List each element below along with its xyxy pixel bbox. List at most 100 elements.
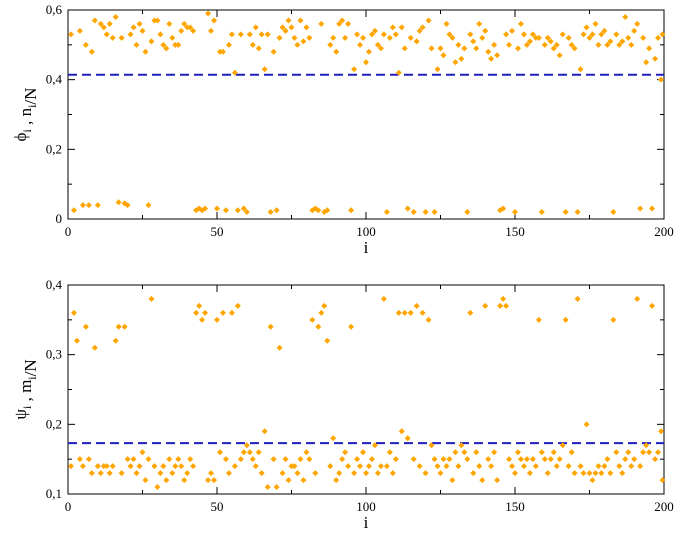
data-point bbox=[261, 428, 268, 435]
data-point bbox=[380, 295, 387, 302]
data-point bbox=[103, 463, 110, 470]
data-point bbox=[136, 463, 143, 470]
data-point bbox=[76, 27, 83, 34]
data-point bbox=[503, 302, 510, 309]
data-point bbox=[243, 209, 250, 216]
data-point bbox=[380, 31, 387, 38]
x-tick-label: 50 bbox=[211, 499, 224, 514]
data-point bbox=[646, 45, 653, 52]
data-point bbox=[70, 207, 77, 214]
data-point bbox=[100, 24, 107, 31]
data-point bbox=[425, 316, 432, 323]
plot-frame bbox=[67, 9, 665, 220]
data-point bbox=[249, 41, 256, 48]
data-point bbox=[136, 20, 143, 27]
x-tick-label: 100 bbox=[356, 224, 376, 239]
data-point bbox=[130, 24, 137, 31]
data-point bbox=[440, 52, 447, 59]
data-point bbox=[383, 463, 390, 470]
data-point bbox=[345, 463, 352, 470]
data-point bbox=[598, 470, 605, 477]
data-point bbox=[488, 463, 495, 470]
data-point bbox=[464, 456, 471, 463]
data-point bbox=[148, 295, 155, 302]
data-point bbox=[601, 463, 608, 470]
data-point bbox=[619, 38, 626, 45]
data-point bbox=[219, 48, 226, 55]
data-point bbox=[395, 69, 402, 76]
x-tick-label: 150 bbox=[505, 224, 525, 239]
data-point bbox=[565, 463, 572, 470]
y-tick-label: 0,4 bbox=[46, 277, 63, 292]
x-tick-label: 150 bbox=[505, 499, 525, 514]
data-point bbox=[449, 34, 456, 41]
data-point bbox=[112, 337, 119, 344]
data-point bbox=[306, 34, 313, 41]
data-point bbox=[348, 323, 355, 330]
data-point bbox=[479, 34, 486, 41]
data-point bbox=[139, 449, 146, 456]
data-point bbox=[589, 31, 596, 38]
data-point bbox=[583, 421, 590, 428]
data-point bbox=[243, 442, 250, 449]
data-point bbox=[604, 456, 611, 463]
data-point bbox=[520, 463, 527, 470]
data-point bbox=[67, 31, 74, 38]
data-point bbox=[607, 38, 614, 45]
data-point bbox=[318, 309, 325, 316]
x-axis-label: i bbox=[364, 238, 369, 257]
data-point bbox=[267, 323, 274, 330]
data-point bbox=[473, 45, 480, 52]
data-point bbox=[252, 24, 259, 31]
data-point bbox=[336, 470, 343, 477]
data-point bbox=[503, 31, 510, 38]
data-point bbox=[398, 428, 405, 435]
data-point bbox=[592, 20, 599, 27]
data-point bbox=[297, 456, 304, 463]
data-point bbox=[246, 31, 253, 38]
data-point bbox=[646, 449, 653, 456]
data-point bbox=[434, 66, 441, 73]
data-point bbox=[199, 316, 206, 323]
data-point bbox=[187, 456, 194, 463]
data-point bbox=[175, 456, 182, 463]
data-point bbox=[556, 52, 563, 59]
data-point bbox=[529, 31, 536, 38]
data-point bbox=[610, 209, 617, 216]
data-point bbox=[592, 470, 599, 477]
data-point bbox=[306, 456, 313, 463]
data-point bbox=[422, 470, 429, 477]
data-point bbox=[413, 302, 420, 309]
data-point bbox=[556, 456, 563, 463]
data-point bbox=[67, 463, 74, 470]
data-point bbox=[659, 31, 666, 38]
data-point bbox=[351, 470, 358, 477]
data-point bbox=[300, 38, 307, 45]
data-point bbox=[622, 456, 629, 463]
data-point bbox=[625, 449, 632, 456]
data-point bbox=[190, 27, 197, 34]
data-point bbox=[428, 45, 435, 52]
data-point bbox=[160, 41, 167, 48]
data-point bbox=[103, 31, 110, 38]
data-point bbox=[190, 463, 197, 470]
data-point bbox=[473, 449, 480, 456]
data-point bbox=[485, 456, 492, 463]
data-point bbox=[318, 20, 325, 27]
data-point bbox=[374, 470, 381, 477]
y-axis-label: ϕi , ni/N bbox=[11, 88, 40, 142]
data-point bbox=[446, 456, 453, 463]
data-point bbox=[228, 309, 235, 316]
data-point bbox=[377, 45, 384, 52]
data-point bbox=[121, 323, 128, 330]
data-point bbox=[395, 309, 402, 316]
data-point bbox=[425, 17, 432, 24]
data-point bbox=[118, 470, 125, 477]
data-point bbox=[357, 41, 364, 48]
data-point bbox=[535, 34, 542, 41]
data-point bbox=[622, 13, 629, 20]
data-point bbox=[234, 302, 241, 309]
data-point bbox=[640, 449, 647, 456]
data-point bbox=[523, 41, 530, 48]
